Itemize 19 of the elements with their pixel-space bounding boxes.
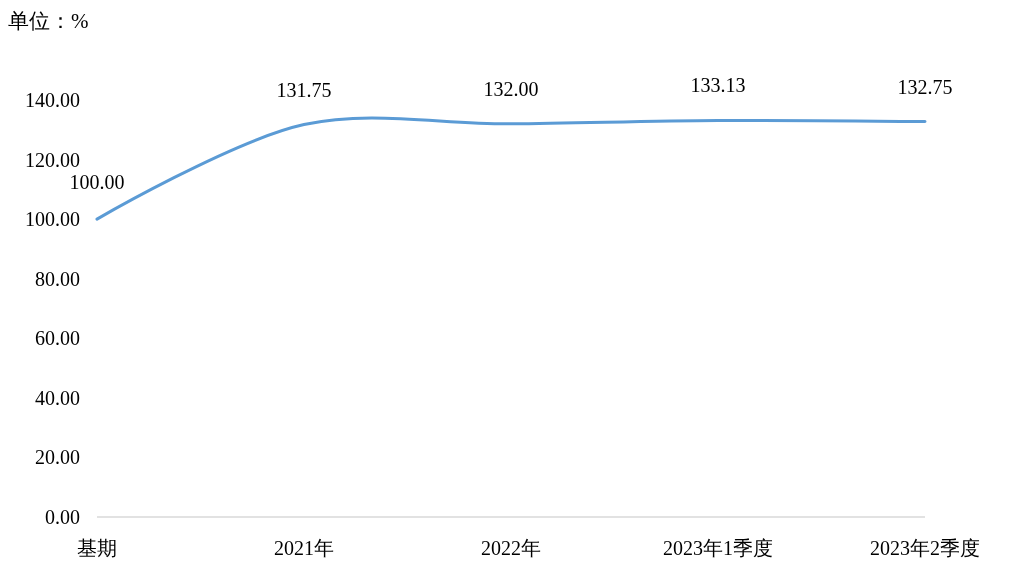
data-label: 133.13 bbox=[690, 74, 746, 97]
x-tick-label: 2023年2季度 bbox=[870, 537, 980, 559]
y-axis-title: 单位：% bbox=[8, 9, 89, 33]
y-tick-label: 100.00 bbox=[25, 208, 80, 231]
x-tick-label: 2023年1季度 bbox=[663, 537, 773, 559]
y-tick-label: 80.00 bbox=[35, 267, 80, 290]
data-label: 100.00 bbox=[69, 171, 125, 194]
x-tick-label: 2022年 bbox=[481, 537, 541, 559]
x-tick-label: 基期 bbox=[77, 537, 117, 559]
data-label: 132.00 bbox=[483, 77, 539, 100]
y-tick-label: 140.00 bbox=[25, 89, 80, 111]
y-tick-label: 40.00 bbox=[35, 386, 80, 409]
data-label: 132.75 bbox=[897, 75, 953, 98]
y-tick-label: 20.00 bbox=[35, 446, 80, 469]
data-label: 131.75 bbox=[276, 78, 332, 101]
y-tick-label: 60.00 bbox=[35, 327, 80, 350]
y-tick-label: 120.00 bbox=[25, 148, 80, 171]
y-tick-label: 0.00 bbox=[45, 506, 80, 528]
x-tick-label: 2021年 bbox=[274, 537, 334, 559]
